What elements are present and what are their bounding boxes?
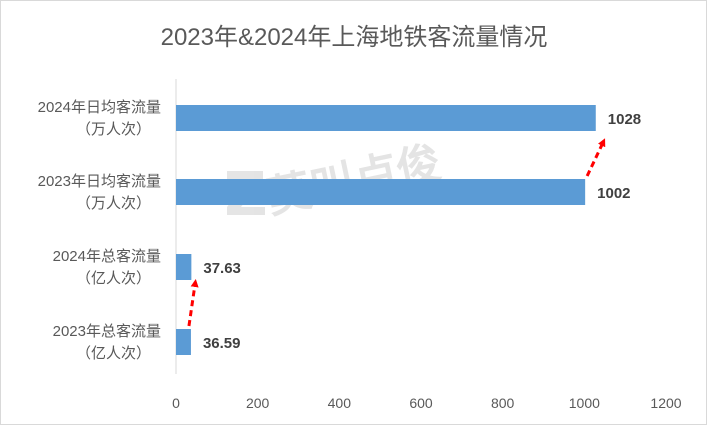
bar	[176, 179, 586, 205]
bar	[176, 329, 191, 355]
plot-area: 0 200 400 600 800 1000 1200 2024年日均客流量（万人次） 1028…	[38, 79, 682, 411]
bar	[176, 105, 596, 131]
x-tick-label: 1200	[650, 395, 681, 411]
category-label: 2023年总客流量（亿人次）	[53, 323, 161, 362]
bar	[176, 254, 192, 280]
x-tick-label: 400	[328, 395, 352, 411]
x-tick-label: 200	[246, 395, 270, 411]
trend-arrow	[187, 279, 199, 327]
x-tick-label: 0	[172, 395, 180, 411]
x-tick-label: 600	[409, 395, 433, 411]
data-label: 37.63	[203, 260, 241, 277]
x-tick-label: 1000	[569, 395, 600, 411]
data-label: 1028	[608, 111, 641, 128]
category-label: 2024年日均客流量（万人次）	[38, 99, 161, 138]
chart-title: 2023年&2024年上海地铁客流量情况	[161, 24, 548, 51]
annotations	[187, 138, 606, 327]
x-tick-label: 800	[491, 395, 515, 411]
category-label: 2023年日均客流量（万人次）	[38, 173, 161, 212]
category-label: 2024年总客流量（亿人次）	[53, 248, 161, 287]
data-label: 1002	[597, 185, 630, 202]
trend-arrow	[585, 138, 606, 177]
data-label: 36.59	[203, 335, 241, 352]
